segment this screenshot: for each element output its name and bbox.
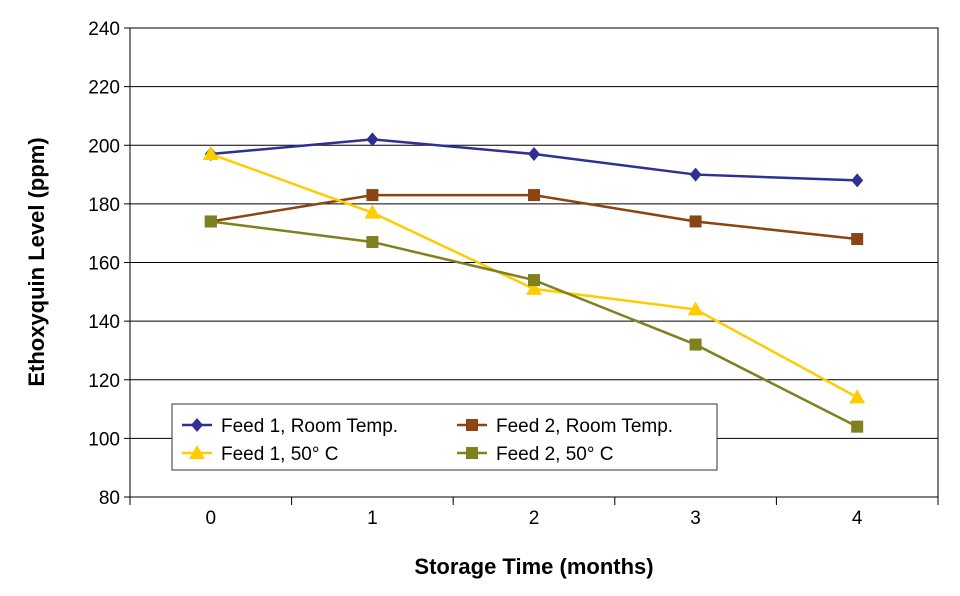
square-marker	[528, 189, 540, 202]
plot-area-border	[129, 27, 939, 498]
x-tick-label: 3	[690, 508, 701, 529]
series-4	[204, 215, 864, 433]
diamond-marker	[191, 418, 203, 432]
y-tick-label: 240	[88, 19, 120, 40]
y-axis-label: Ethoxyquin Level (ppm)	[24, 137, 49, 386]
legend-label: Feed 1, 50° C	[221, 444, 338, 465]
triangle-marker	[687, 301, 704, 316]
legend: Feed 1, Room Temp. Feed 2, Room Temp. Feed…	[171, 403, 718, 471]
y-tick-label: 120	[88, 371, 120, 392]
square-marker	[466, 447, 478, 459]
square-marker	[689, 338, 702, 351]
series-1	[204, 132, 864, 188]
square-marker	[689, 215, 702, 228]
square-marker	[366, 189, 379, 202]
square-marker	[466, 419, 478, 431]
square-marker	[366, 235, 379, 248]
y-tick-label: 180	[88, 195, 120, 216]
y-tick-label: 220	[88, 78, 120, 99]
square-marker	[851, 420, 864, 433]
series-line	[210, 220, 858, 428]
y-tick-label: 80	[99, 488, 120, 509]
x-tick-label: 4	[852, 508, 863, 529]
triangle-marker	[364, 204, 381, 219]
x-axis-label: Storage Time (months)	[414, 554, 653, 579]
triangle-marker	[526, 280, 542, 295]
y-tick-label: 100	[88, 429, 120, 450]
y-tick-label: 200	[88, 136, 120, 157]
square-marker	[204, 215, 217, 228]
legend-label: Feed 1, Room Temp.	[221, 416, 398, 437]
square-marker	[528, 274, 540, 287]
x-tick-label: 0	[206, 508, 217, 529]
diamond-marker	[528, 147, 540, 162]
square-marker	[851, 233, 864, 246]
series-3	[202, 146, 866, 404]
triangle-marker	[202, 146, 219, 161]
diamond-marker	[689, 167, 702, 182]
series-2	[204, 189, 864, 246]
triangle-marker	[189, 445, 205, 459]
diamond-marker	[366, 132, 379, 147]
legend-box	[171, 403, 718, 471]
series-line	[210, 193, 858, 241]
legend-label: Feed 2, 50° C	[496, 444, 613, 465]
x-tick-label: 1	[367, 508, 378, 529]
diamond-marker	[851, 173, 864, 188]
triangle-marker	[849, 389, 866, 404]
legend-label: Feed 2, Room Temp.	[496, 416, 673, 437]
y-tick-label: 160	[88, 254, 120, 275]
y-tick-label: 140	[88, 312, 120, 333]
x-tick-label: 2	[529, 508, 540, 529]
